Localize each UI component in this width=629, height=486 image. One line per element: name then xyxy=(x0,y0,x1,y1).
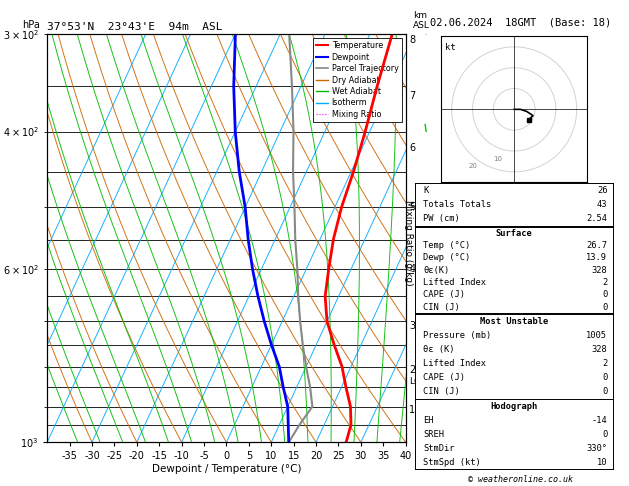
Text: 1: 1 xyxy=(409,405,415,415)
Text: 26.7: 26.7 xyxy=(586,241,608,250)
Text: StmDir: StmDir xyxy=(423,444,455,452)
Text: Temp (°C): Temp (°C) xyxy=(423,241,470,250)
X-axis label: Dewpoint / Temperature (°C): Dewpoint / Temperature (°C) xyxy=(152,464,301,474)
Text: 2: 2 xyxy=(409,365,416,375)
Text: 02.06.2024  18GMT  (Base: 18): 02.06.2024 18GMT (Base: 18) xyxy=(430,17,611,27)
Text: 328: 328 xyxy=(592,345,608,354)
Text: SREH: SREH xyxy=(423,430,444,439)
Text: CIN (J): CIN (J) xyxy=(423,387,460,396)
Text: 2: 2 xyxy=(602,359,608,368)
Text: CAPE (J): CAPE (J) xyxy=(423,373,465,382)
Text: θε (K): θε (K) xyxy=(423,345,455,354)
Text: Hodograph: Hodograph xyxy=(491,402,538,411)
Text: © weatheronline.co.uk: © weatheronline.co.uk xyxy=(469,474,573,484)
Text: EH: EH xyxy=(423,416,433,425)
Text: PW (cm): PW (cm) xyxy=(423,214,460,224)
Text: 1005: 1005 xyxy=(586,331,608,340)
Text: CIN (J): CIN (J) xyxy=(423,303,460,312)
Text: Lifted Index: Lifted Index xyxy=(423,278,486,287)
Text: 43: 43 xyxy=(597,200,608,209)
Text: km
ASL: km ASL xyxy=(413,11,430,30)
Text: 37°53'N  23°43'E  94m  ASL: 37°53'N 23°43'E 94m ASL xyxy=(47,22,223,32)
Text: Totals Totals: Totals Totals xyxy=(423,200,491,209)
Text: Most Unstable: Most Unstable xyxy=(480,317,548,326)
Text: -14: -14 xyxy=(592,416,608,425)
Text: 0: 0 xyxy=(602,291,608,299)
Text: 3: 3 xyxy=(409,321,415,331)
Text: 5: 5 xyxy=(409,202,416,212)
Legend: Temperature, Dewpoint, Parcel Trajectory, Dry Adiabat, Wet Adiabat, Isotherm, Mi: Temperature, Dewpoint, Parcel Trajectory… xyxy=(313,38,402,122)
Text: LCL: LCL xyxy=(409,377,426,385)
Text: 20: 20 xyxy=(468,163,477,169)
Text: K: K xyxy=(423,186,428,195)
Text: StmSpd (kt): StmSpd (kt) xyxy=(423,457,481,467)
Text: Lifted Index: Lifted Index xyxy=(423,359,486,368)
Text: 26: 26 xyxy=(597,186,608,195)
Text: 2.54: 2.54 xyxy=(586,214,608,224)
Text: 0: 0 xyxy=(602,373,608,382)
Text: CAPE (J): CAPE (J) xyxy=(423,291,465,299)
Text: 13.9: 13.9 xyxy=(586,253,608,262)
Text: 0: 0 xyxy=(602,387,608,396)
Text: Surface: Surface xyxy=(496,228,533,238)
Text: Pressure (mb): Pressure (mb) xyxy=(423,331,491,340)
Text: 328: 328 xyxy=(592,266,608,275)
Text: θε(K): θε(K) xyxy=(423,266,449,275)
Text: 10: 10 xyxy=(597,457,608,467)
Text: 0: 0 xyxy=(602,430,608,439)
Text: hPa: hPa xyxy=(22,20,40,30)
Text: 4: 4 xyxy=(409,264,415,274)
Text: 2: 2 xyxy=(602,278,608,287)
Text: 0: 0 xyxy=(602,303,608,312)
Text: kt: kt xyxy=(445,43,456,52)
Text: 10: 10 xyxy=(493,156,502,162)
Text: 7: 7 xyxy=(409,91,416,101)
Text: 8: 8 xyxy=(409,35,415,45)
Text: 6: 6 xyxy=(409,143,415,153)
Text: 330°: 330° xyxy=(586,444,608,452)
Text: Mixing Ratio (g/kg): Mixing Ratio (g/kg) xyxy=(404,200,413,286)
Text: Dewp (°C): Dewp (°C) xyxy=(423,253,470,262)
